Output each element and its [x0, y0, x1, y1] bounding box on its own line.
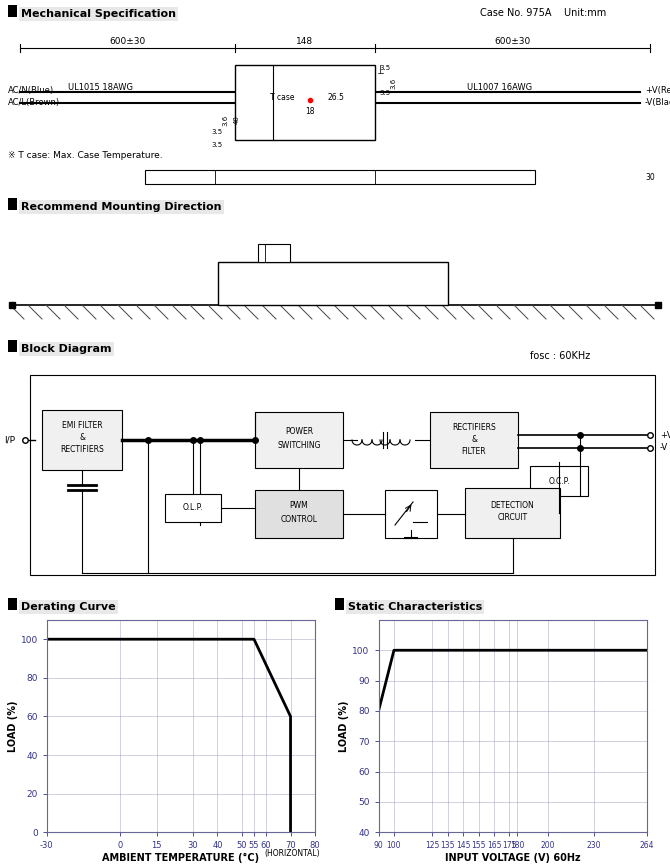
Text: 3.6: 3.6 — [222, 114, 228, 126]
Text: +V(Red): +V(Red) — [645, 86, 670, 95]
X-axis label: INPUT VOLTAGE (V) 60Hz: INPUT VOLTAGE (V) 60Hz — [445, 853, 580, 864]
Text: 3.6: 3.6 — [390, 77, 396, 88]
Text: Case No. 975A    Unit:mm: Case No. 975A Unit:mm — [480, 8, 606, 18]
Bar — [335, 598, 344, 610]
Text: DETECTION: DETECTION — [490, 500, 535, 510]
Bar — [255, 412, 343, 468]
Text: Block Diagram: Block Diagram — [21, 344, 111, 354]
Bar — [8, 598, 17, 610]
Text: &: & — [471, 435, 477, 445]
Bar — [8, 198, 17, 210]
Text: -V: -V — [660, 444, 668, 453]
Bar — [30, 375, 655, 575]
Text: I/P: I/P — [4, 435, 15, 445]
Text: AC/N(Blue): AC/N(Blue) — [8, 86, 54, 95]
Text: 3.5: 3.5 — [212, 142, 222, 148]
Text: O.C.P.: O.C.P. — [548, 477, 570, 486]
Text: CIRCUIT: CIRCUIT — [497, 513, 527, 523]
Text: PWM: PWM — [289, 501, 308, 511]
Bar — [255, 490, 343, 538]
Text: 600±30: 600±30 — [109, 37, 145, 47]
Bar — [218, 262, 448, 305]
Text: O.L.P.: O.L.P. — [183, 504, 203, 512]
Text: RECTIFIERS: RECTIFIERS — [60, 446, 104, 454]
Text: Derating Curve: Derating Curve — [21, 602, 116, 612]
Text: AC/L(Brown): AC/L(Brown) — [8, 99, 60, 108]
Text: 600±30: 600±30 — [494, 37, 531, 47]
Bar — [8, 340, 17, 352]
Text: ※ T case: Max. Case Temperature.: ※ T case: Max. Case Temperature. — [8, 151, 163, 160]
Text: (HORIZONTAL): (HORIZONTAL) — [265, 850, 320, 858]
Y-axis label: LOAD (%): LOAD (%) — [8, 701, 18, 752]
Text: Recommend Mounting Direction: Recommend Mounting Direction — [21, 202, 222, 212]
Text: UL1015 18AWG: UL1015 18AWG — [68, 82, 133, 92]
Text: -V(Black): -V(Black) — [645, 99, 670, 108]
Text: Static Characteristics: Static Characteristics — [348, 602, 482, 612]
Text: fosc : 60KHz: fosc : 60KHz — [530, 351, 590, 361]
Text: 30: 30 — [645, 173, 655, 181]
Text: FILTER: FILTER — [462, 447, 486, 457]
Bar — [465, 488, 560, 538]
Bar — [8, 5, 17, 17]
Bar — [145, 170, 535, 184]
Text: 3.5: 3.5 — [212, 129, 222, 135]
Text: CONTROL: CONTROL — [281, 516, 318, 525]
Bar — [530, 466, 588, 496]
Bar — [385, 490, 437, 538]
Text: EMI FILTER: EMI FILTER — [62, 420, 103, 429]
Text: 148: 148 — [296, 37, 314, 47]
Text: +V: +V — [660, 431, 670, 440]
Y-axis label: LOAD (%): LOAD (%) — [340, 701, 350, 752]
Text: SWITCHING: SWITCHING — [277, 441, 321, 451]
Text: T case: T case — [271, 94, 295, 102]
Text: Mechanical Specification: Mechanical Specification — [21, 9, 176, 19]
Bar — [42, 410, 122, 470]
Text: 3.5: 3.5 — [379, 90, 391, 96]
Text: RECTIFIERS: RECTIFIERS — [452, 422, 496, 432]
Text: UL1007 16AWG: UL1007 16AWG — [468, 82, 533, 92]
Bar — [258, 244, 290, 262]
Text: 18: 18 — [306, 108, 315, 116]
Text: 40: 40 — [234, 115, 240, 125]
Text: &: & — [79, 434, 85, 442]
Text: POWER: POWER — [285, 427, 313, 436]
X-axis label: AMBIENT TEMPERATURE (°C): AMBIENT TEMPERATURE (°C) — [103, 853, 259, 864]
Bar — [430, 412, 518, 468]
Bar — [165, 494, 221, 522]
Text: 26.5: 26.5 — [328, 94, 345, 102]
Bar — [235, 65, 375, 140]
Text: 3.5: 3.5 — [379, 65, 391, 71]
